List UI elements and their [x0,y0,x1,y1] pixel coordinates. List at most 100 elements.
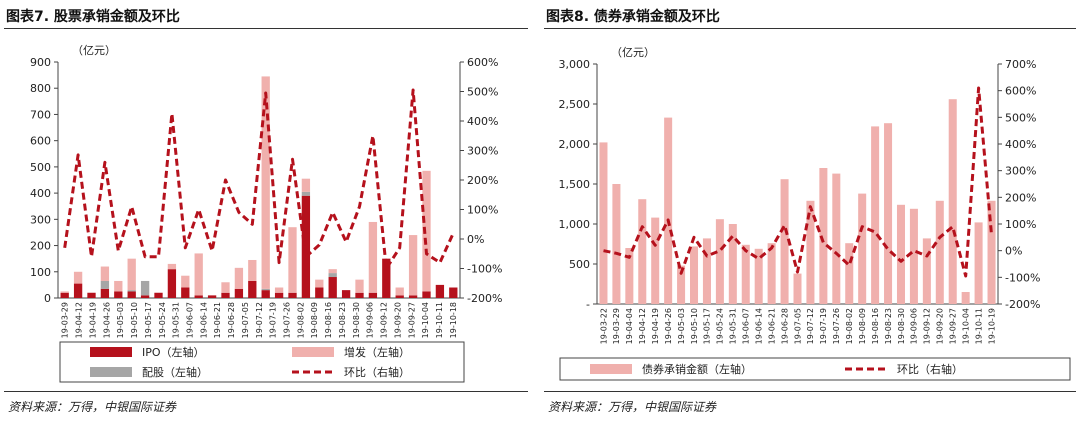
legend-label: IPO（左轴） [142,345,205,359]
left-tick-label: 400 [30,187,51,200]
x-tick-label: 19-08-09 [858,308,867,344]
bar-ipo [248,280,257,298]
bar-placement [368,221,378,293]
bar-ipo [315,287,324,298]
x-tick-label: 19-05-31 [729,308,738,344]
x-tick-label: 19-08-02 [845,308,854,344]
figure-8-source: 资料来源：万得，中银国际证券 [548,400,717,414]
left-tick-label: 3,000 [559,58,591,71]
bar-bond-amount [651,217,660,304]
x-tick-label: 19-09-12 [923,308,932,344]
bar-bond-amount [690,246,699,304]
x-tick-label: 19-10-11 [974,308,983,344]
x-tick-label: 19-10-19 [987,308,996,344]
x-tick-label: 19-08-30 [352,302,361,338]
left-tick-label: 600 [30,135,51,148]
legend-label: 增发（左轴） [344,345,410,359]
bar-bond-amount [896,204,905,304]
bar-bond-amount [664,117,673,304]
left-tick-label: 500 [569,258,590,271]
bar-bond-amount [702,238,711,304]
unit-label: （亿元） [72,44,116,57]
bar-placement [181,275,190,288]
left-tick-label: 100 [30,266,51,279]
right-tick-label: 500% [467,86,498,99]
figure-7-chart: （亿元） 0 100 200 300 400 500 600 700 800 900 -200% -10… [30,44,502,383]
bar-bond-amount [612,184,621,304]
bar-ipo [60,292,69,298]
legend-label: 环比（右轴） [897,362,963,376]
x-tick-label: 19-04-12 [75,302,84,338]
legend-swatch [90,347,132,357]
bar-ipo [154,292,163,298]
right-tick-label: -200% [467,292,502,305]
bar-ipo [261,290,270,298]
x-tick-label: 19-06-21 [213,302,222,338]
legend-label: 配股（左轴） [142,365,208,379]
left-tick-label: 300 [30,213,51,226]
figure-7-title-rule [4,28,528,29]
x-tick-label: 19-05-10 [690,308,699,344]
legend-swatch [90,367,132,377]
right-tick-label: -100% [467,263,502,276]
bar-bond-amount [806,200,815,304]
bar-rights [301,191,311,196]
bar-ipo [167,269,177,298]
legend-box [59,341,465,383]
legend-swatch [590,364,632,374]
x-tick-label: 19-09-27 [407,302,416,338]
bar-placement [127,258,136,291]
bar-bond-amount [961,292,970,304]
x-tick-label: 19-04-04 [625,308,634,344]
x-tick-label: 19-06-28 [780,308,789,344]
left-tick-label: 500 [30,161,51,174]
bar-placement [301,178,311,192]
x-tick-label: 19-07-05 [241,302,250,338]
bar-placement [234,267,244,289]
x-tick-label: 19-04-19 [88,302,97,338]
bar-placement [422,170,431,292]
x-tick-label: 19-05-03 [116,302,125,338]
bar-bond-amount [780,179,789,304]
x-tick-label: 19-05-24 [158,302,167,338]
bar-placement [221,282,230,293]
x-tick-label: 19-04-26 [102,302,111,338]
unit-label: （亿元） [611,46,655,59]
left-tick-label: 800 [30,82,51,95]
x-tick-label: 19-08-23 [338,302,347,338]
bar-bond-amount [638,199,647,304]
bar-bond-amount [884,123,893,304]
right-tick-label: 300% [467,145,498,158]
x-tick-label: 19-05-10 [130,302,139,338]
left-tick-label: 900 [30,56,51,69]
left-tick-label: 2,000 [559,138,591,151]
bar-ipo [73,283,83,298]
bar-placement [248,259,257,281]
bar-rights [261,288,270,291]
x-tick-label: 19-10-18 [449,302,458,338]
bar-placement [355,279,364,293]
figure-8-title: 图表8. 债券承销金额及环比 [546,9,720,25]
figure-8-bottom-rule [544,391,1076,392]
bar-ipo [194,295,203,298]
x-tick-label: 19-07-19 [819,308,828,344]
bar-placement [114,280,123,292]
bar-placement [261,76,270,289]
bar-ipo [181,287,190,298]
bar-bond-amount [728,224,737,304]
x-tick-label: 19-08-16 [324,302,333,338]
right-tick-label: 100% [467,204,498,217]
x-tick-label: 19-04-19 [651,308,660,344]
bar-bond-amount [677,265,686,304]
bar-bond-amount [909,208,918,304]
bar-ipo [382,258,391,298]
bar-placement [100,266,110,281]
bar-ipo [328,277,337,298]
figure-8-panel: 图表8. 债券承销金额及环比 （亿元） - 500 1,000 1,500 2,000 2,… [540,0,1080,427]
bar-bond-amount [715,219,724,304]
bar-bond-amount [845,243,854,304]
x-tick-label: 19-06-14 [199,302,208,338]
bar-ipo [355,292,364,298]
bar-bond-amount [625,248,634,304]
x-tick-label: 19-04-12 [638,308,647,344]
